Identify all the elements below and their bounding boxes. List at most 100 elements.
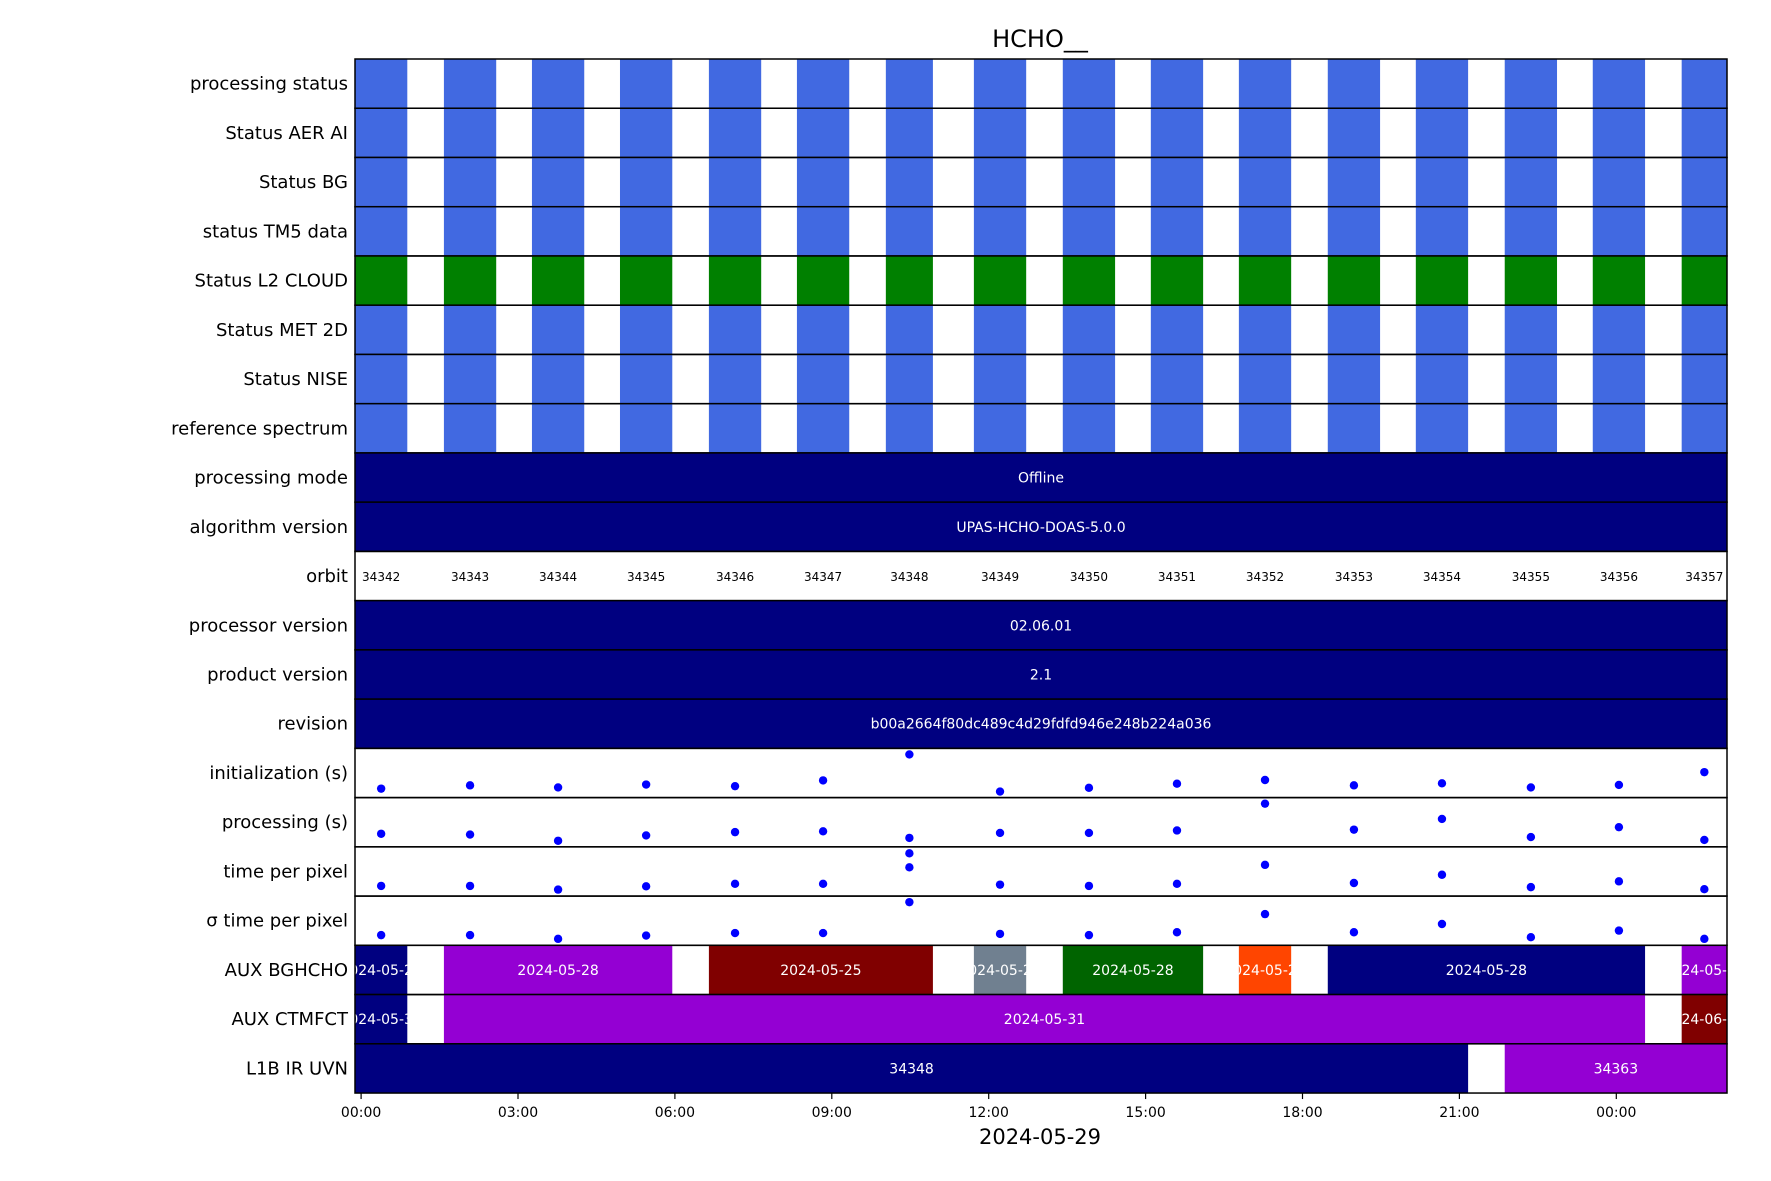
value-bar — [355, 699, 1727, 749]
row-16: time per pixel — [223, 846, 1728, 897]
x-tick-label: 18:00 — [1282, 1105, 1322, 1121]
segment-label: 2024-05-28 — [1664, 963, 1745, 979]
status-block — [531, 206, 585, 256]
status-block — [1681, 403, 1727, 453]
status-block — [1062, 354, 1116, 404]
status-block — [1150, 157, 1204, 207]
data-point — [465, 930, 475, 940]
row-label: Status BG — [259, 172, 348, 193]
data-point — [641, 882, 651, 891]
orbit-label: 34346 — [716, 570, 754, 584]
data-point — [1437, 814, 1447, 824]
status-block — [1415, 59, 1469, 109]
segment-bar — [708, 945, 933, 995]
row-label: initialization (s) — [209, 763, 348, 784]
status-block — [1681, 255, 1727, 306]
segment-label: 2024-05-31 — [1004, 1012, 1085, 1028]
row-label: product version — [207, 665, 348, 686]
row-8: processing mode Offline — [194, 452, 1728, 503]
segment-bar — [973, 945, 1027, 995]
status-block — [1238, 108, 1292, 158]
data-point — [730, 781, 740, 791]
status-block — [355, 403, 408, 453]
row-label: processing mode — [194, 468, 348, 489]
status-block — [1327, 108, 1381, 158]
status-block — [1415, 157, 1469, 207]
row-label: orbit — [306, 566, 348, 587]
row-content: 02.06.01 — [355, 600, 1727, 650]
orbit-label: 34351 — [1158, 570, 1196, 584]
status-block — [531, 59, 585, 109]
x-axis-label: 2024-05-29 — [979, 1125, 1101, 1149]
status-block — [355, 255, 408, 306]
value-bar — [355, 452, 1727, 503]
status-block — [1504, 305, 1558, 355]
segment-bar — [355, 1043, 1469, 1094]
data-point — [465, 781, 475, 790]
segment-bar — [1327, 945, 1646, 995]
status-block — [443, 354, 497, 404]
status-block — [1062, 305, 1116, 355]
status-block — [708, 354, 762, 404]
row-14: initialization (s) — [209, 747, 1728, 799]
row-content — [355, 255, 1727, 306]
status-block — [1150, 206, 1204, 256]
data-point — [995, 828, 1005, 838]
orbit-label: 34356 — [1600, 570, 1638, 584]
status-block — [796, 255, 850, 306]
segment-label: 2024-05-28 — [517, 963, 598, 979]
row-content — [355, 403, 1727, 453]
status-block — [1150, 305, 1204, 355]
row-content — [355, 354, 1727, 404]
status-block — [619, 255, 673, 306]
status-block — [1238, 206, 1292, 256]
row-label: AUX BGHCHO — [225, 960, 348, 981]
status-block — [973, 59, 1027, 109]
data-point — [1700, 767, 1709, 777]
segment-bar — [443, 994, 1646, 1044]
status-block — [1504, 354, 1558, 404]
data-point — [1437, 870, 1447, 879]
orbit-label: 34357 — [1685, 570, 1723, 584]
status-block — [443, 305, 497, 355]
data-point — [995, 787, 1005, 796]
row-13: revision b00a2664f80dc489c4d29fdfd946e248… — [277, 698, 1728, 750]
segment-bar — [443, 945, 673, 995]
data-point — [1700, 934, 1709, 944]
status-block — [443, 206, 497, 256]
status-block — [1592, 108, 1646, 158]
x-tick-label: 06:00 — [655, 1105, 695, 1121]
status-block — [531, 305, 585, 355]
row-label: L1B IR UVN — [246, 1058, 348, 1079]
status-block — [1150, 59, 1204, 109]
data-point — [1437, 779, 1447, 788]
row-4: Status L2 CLOUD — [195, 255, 1728, 306]
status-block — [973, 255, 1027, 306]
data-point — [730, 827, 740, 837]
data-point — [1614, 877, 1624, 886]
data-point — [730, 879, 740, 889]
status-block — [1681, 157, 1727, 207]
row-content: 34342 34343 34344 34345 34346 34347 34348 34349… — [362, 570, 1723, 584]
row-content: 2024-05-30 2024-05-31 2024-06-01 — [355, 994, 1727, 1044]
data-point — [1349, 928, 1359, 937]
row-content — [355, 59, 1727, 109]
status-block — [708, 157, 762, 207]
status-block — [1327, 206, 1381, 256]
status-block — [1415, 403, 1469, 453]
status-block — [1327, 255, 1381, 306]
status-block — [1504, 255, 1558, 306]
status-block — [1592, 206, 1646, 256]
data-point — [1349, 781, 1359, 790]
status-block — [355, 108, 408, 158]
x-tick-label: 12:00 — [969, 1105, 1009, 1121]
data-point — [905, 897, 914, 907]
status-block — [619, 305, 673, 355]
status-block — [443, 108, 497, 158]
status-block — [1415, 255, 1469, 306]
row-20: L1B IR UVN 34348 34363 — [246, 1043, 1728, 1094]
status-block — [973, 108, 1027, 158]
row-0: processing status — [190, 58, 1728, 109]
status-block — [1327, 59, 1381, 109]
